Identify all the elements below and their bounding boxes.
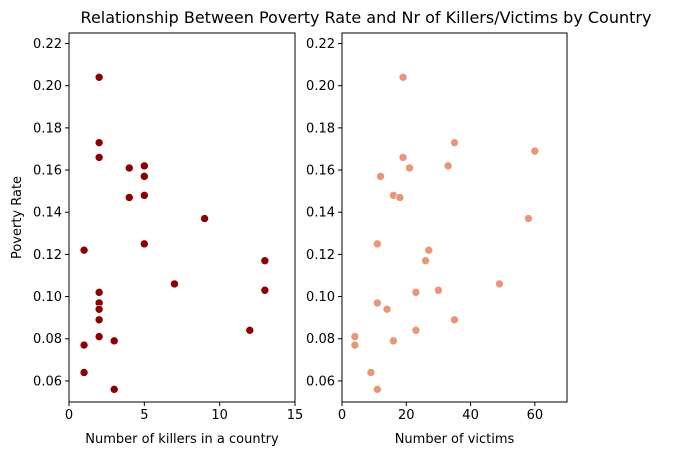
victims-point-15	[411, 288, 421, 297]
victims-point-6	[376, 172, 385, 181]
killers-y-tick-label-2: 0.10	[33, 290, 62, 305]
victims-y-tick-label-8: 0.22	[306, 37, 335, 52]
killers-point-12	[170, 279, 179, 289]
victims-point-12	[421, 256, 430, 266]
killers-x-tick-label-3: 15	[287, 408, 304, 423]
poverty-rate-y-axis-label: Poverty Rate	[10, 176, 25, 259]
killers-x-axis-label: Number of killers in a country	[85, 432, 279, 447]
victims-point-17	[382, 304, 392, 314]
killers-point-7	[124, 193, 134, 202]
killers-point-16	[94, 304, 104, 314]
victims-point-13	[495, 279, 504, 289]
victims-y-tick-label-4: 0.14	[306, 206, 335, 221]
victims-point-20	[350, 332, 360, 341]
killers-x-tick-label-1: 5	[140, 408, 148, 423]
victims-x-tick-label-0: 0	[338, 408, 346, 423]
killers-y-tick-label-6: 0.18	[33, 121, 62, 136]
victims-point-18	[450, 315, 459, 325]
victims-y-tick-label-6: 0.18	[306, 121, 335, 136]
killers-y-tick-label-1: 0.08	[33, 332, 62, 347]
killers-y-tick-label-7: 0.20	[33, 79, 62, 94]
killers-point-23	[109, 385, 119, 394]
killers-point-13	[260, 285, 270, 295]
killers-point-17	[94, 315, 104, 325]
killers-y-tick-label-8: 0.22	[33, 37, 62, 52]
victims-x-axis-label: Number of victims	[395, 432, 515, 447]
victims-point-3	[398, 153, 408, 162]
killers-scatter-points	[79, 72, 270, 394]
killers-point-3	[124, 163, 134, 173]
victims-y-tick-label-2: 0.10	[306, 290, 335, 305]
killers-point-8	[200, 214, 209, 223]
killers-scatter-panel: 0 5 10 15 0.06 0.08 0.10 0.12 0.14 0.16 0.18 0.20 0.…	[10, 32, 303, 447]
killers-axis-ticks: 0 5 10 15 0.06 0.08 0.10 0.12 0.14 0.16 0.18 0.20 0.…	[33, 37, 303, 423]
victims-point-9	[524, 214, 533, 223]
victims-point-19	[411, 326, 421, 335]
victims-scatter-panel: 0 20 40 60 0.06 0.08 0.10 0.12 0.14 0.16 0.18 0.20 0…	[306, 32, 568, 447]
killers-point-10	[79, 245, 89, 255]
victims-x-tick-label-2: 40	[462, 408, 479, 423]
killers-plot-frame	[68, 32, 296, 403]
victims-point-1	[450, 138, 459, 147]
killers-point-20	[109, 336, 119, 346]
victims-x-tick-label-1: 20	[398, 408, 415, 423]
victims-point-23	[366, 368, 376, 377]
victims-y-tick-label-5: 0.16	[306, 164, 335, 179]
killers-x-tick-label-0: 0	[65, 408, 73, 423]
killers-point-5	[140, 172, 149, 181]
killers-point-18	[245, 326, 255, 335]
killers-y-tick-label-5: 0.16	[33, 164, 62, 179]
victims-y-tick-label-7: 0.20	[306, 79, 335, 94]
killers-point-1	[94, 138, 104, 147]
killers-point-2	[94, 153, 104, 162]
victims-point-22	[350, 340, 360, 350]
victims-scatter-points	[350, 72, 540, 394]
victims-point-0	[398, 72, 408, 82]
victims-x-tick-label-3: 60	[527, 408, 544, 423]
victims-point-4	[443, 161, 453, 171]
killers-point-21	[79, 340, 89, 350]
killers-y-tick-label-4: 0.14	[33, 206, 62, 221]
victims-point-11	[424, 245, 434, 255]
killers-point-6	[140, 191, 149, 200]
victims-point-10	[373, 239, 382, 249]
killers-y-tick-label-0: 0.06	[33, 374, 62, 389]
chart-title: Relationship Between Poverty Rate and Nr…	[81, 8, 652, 27]
killers-point-4	[140, 161, 149, 171]
victims-y-tick-label-0: 0.06	[306, 374, 335, 389]
killers-point-11	[260, 256, 270, 266]
victims-y-tick-label-1: 0.08	[306, 332, 335, 347]
killers-point-0	[94, 72, 104, 82]
victims-point-14	[434, 285, 443, 295]
victims-point-2	[530, 146, 540, 156]
victims-point-8	[395, 193, 405, 202]
killers-point-19	[94, 332, 104, 341]
killers-y-tick-label-3: 0.12	[33, 248, 62, 263]
victims-plot-frame	[341, 32, 568, 403]
victims-y-tick-label-3: 0.12	[306, 248, 335, 263]
victims-axis-ticks: 0 20 40 60 0.06 0.08 0.10 0.12 0.14 0.16 0.18 0.20 0…	[306, 37, 543, 423]
victims-point-16	[373, 298, 382, 308]
killers-point-22	[79, 368, 89, 377]
victims-point-21	[389, 336, 398, 346]
killers-point-9	[140, 239, 149, 249]
victims-point-24	[373, 385, 382, 394]
victims-point-5	[405, 163, 414, 173]
killers-point-14	[94, 288, 104, 297]
killers-x-tick-label-2: 10	[211, 408, 228, 423]
